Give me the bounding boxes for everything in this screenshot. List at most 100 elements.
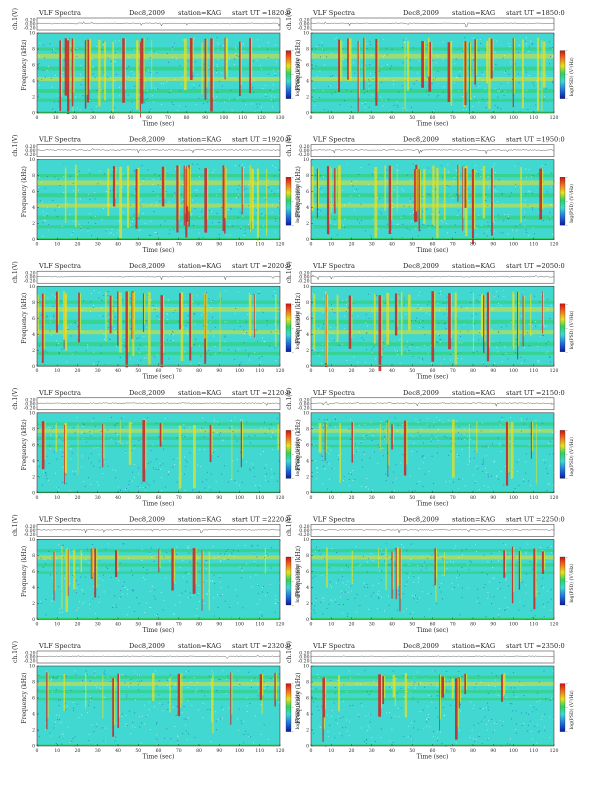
- spectrogram-frame: [36, 32, 281, 114]
- panel-station: station=KAG: [178, 9, 221, 17]
- frequency-tick-label: 2: [306, 601, 309, 607]
- colorbar-tick-label: -: [292, 326, 294, 331]
- time-tick-label: 80: [470, 621, 476, 627]
- colorbar: [559, 303, 566, 352]
- colorbar-tick-label: -: [566, 730, 568, 735]
- panel-title: VLF Spectra: [312, 642, 355, 650]
- frequency-tick-label: 6: [306, 189, 309, 195]
- frequency-tick-label: 0: [32, 111, 35, 117]
- frequency-tick-label: 4: [306, 205, 309, 211]
- time-tick-label: 30: [369, 495, 375, 501]
- amplitude-tick-label: -0.20: [298, 26, 310, 32]
- frequency-tick-label: 4: [32, 79, 35, 85]
- panel-start-ut: start UT =2050:0: [506, 262, 565, 270]
- colorbar-tick-label: -: [566, 706, 568, 711]
- amplitude-trace: [36, 529, 281, 534]
- frequency-tick-label: 0: [32, 744, 35, 750]
- time-tick-label: 120: [550, 621, 559, 627]
- amplitude-frame: [310, 270, 555, 284]
- colorbar-tick-label: -: [292, 429, 294, 434]
- amplitude-trace: [36, 654, 281, 659]
- frequency-tick-label: 10: [303, 664, 309, 670]
- amplitude-tick-label: 0.00: [299, 655, 309, 661]
- vlf-panel-6: VLF Spectra Dec8,2009 station=KAG start UT …: [12, 388, 301, 507]
- amplitude-tick-label: 0.00: [25, 275, 35, 281]
- time-tick-label: 0: [36, 368, 39, 374]
- frequency-tick-label: 6: [306, 569, 309, 575]
- frequency-tick-label: 6: [32, 696, 35, 702]
- frequency-tick-label: 2: [32, 601, 35, 607]
- time-tick-label: 60: [430, 115, 436, 121]
- amplitude-axis-label: ch.1(V): [286, 261, 293, 283]
- colorbar: [559, 177, 566, 226]
- time-tick-label: 0: [310, 115, 313, 121]
- vlf-panel-9: VLF Spectra Dec8,2009 station=KAG start UT …: [286, 514, 575, 633]
- amplitude-tick-label: -0.20: [24, 659, 36, 665]
- frequency-tick-label: 6: [32, 63, 35, 69]
- frequency-axis-label: Frequency (kHz): [21, 40, 28, 91]
- vlf-panel-4: VLF Spectra Dec8,2009 station=KAG start UT …: [12, 261, 301, 380]
- colorbar-tick-label: -: [566, 682, 568, 687]
- amplitude-tick-label: 0.00: [25, 528, 35, 534]
- panel-station: station=KAG: [178, 136, 221, 144]
- frequency-tick-label: 6: [32, 569, 35, 575]
- frequency-tick-label: 2: [32, 221, 35, 227]
- colorbar-tick-label: -: [292, 453, 294, 458]
- colorbar-tick-label: -: [292, 224, 294, 229]
- colorbar-label: log(PSD) (V²/Hz): [294, 57, 301, 96]
- amplitude-trace: [37, 275, 281, 281]
- spectrogram: [37, 286, 281, 368]
- time-tick-label: 110: [255, 621, 264, 627]
- frequency-tick-label: 4: [32, 205, 35, 211]
- panel-date: Dec8,2009: [129, 389, 165, 397]
- spectrogram: [37, 539, 281, 621]
- panel-station: station=KAG: [178, 515, 221, 523]
- time-tick-label: 80: [470, 495, 476, 501]
- frequency-axis-label: Frequency (kHz): [295, 40, 302, 91]
- time-tick-label: 60: [156, 495, 162, 501]
- amplitude-tick-label: 0.00: [25, 148, 35, 154]
- time-tick-label: 110: [529, 242, 538, 248]
- time-tick-label: 100: [509, 242, 518, 248]
- amplitude-tick-label: -0.20: [24, 279, 36, 285]
- amplitude-frame: [36, 524, 281, 537]
- panel-date: Dec8,2009: [403, 515, 439, 523]
- colorbar-tick-label: -: [566, 224, 568, 229]
- spectrogram: [311, 33, 555, 115]
- panel-title: VLF Spectra: [38, 642, 81, 650]
- panel-station: station=KAG: [178, 262, 221, 270]
- frequency-tick-label: 10: [29, 31, 35, 37]
- amplitude-trace: [36, 148, 281, 154]
- time-tick-label: 110: [529, 368, 538, 374]
- amplitude-frame: [36, 270, 281, 284]
- time-tick-label: 50: [135, 748, 141, 754]
- time-tick-label: 20: [75, 621, 81, 627]
- amplitude-frame: [310, 144, 555, 157]
- panel-start-ut: start UT =1850:0: [506, 9, 565, 17]
- time-tick-label: 120: [276, 242, 285, 248]
- time-tick-label: 100: [235, 495, 244, 501]
- frequency-tick-label: 8: [306, 173, 309, 179]
- frequency-tick-label: 10: [303, 537, 309, 543]
- amplitude-trace: [310, 21, 555, 28]
- frequency-axis-label: Frequency (kHz): [295, 166, 302, 217]
- time-axis-label: Time (sec): [417, 374, 449, 381]
- frequency-tick-label: 4: [306, 79, 309, 85]
- time-tick-label: 80: [470, 748, 476, 754]
- frequency-tick-label: 6: [32, 189, 35, 195]
- frequency-tick-label: 0: [306, 617, 309, 623]
- panel-title: VLF Spectra: [312, 136, 355, 144]
- frequency-tick-label: 2: [32, 728, 35, 734]
- time-tick-label: 100: [509, 368, 518, 374]
- amplitude-frame: [310, 17, 555, 31]
- panel-date: Dec8,2009: [129, 262, 165, 270]
- colorbar-tick-label: -: [292, 682, 294, 687]
- time-tick-label: 120: [276, 495, 285, 501]
- time-tick-label: 80: [184, 115, 190, 121]
- panel-title: VLF Spectra: [312, 389, 355, 397]
- time-tick-label: 20: [75, 242, 81, 248]
- colorbar: [285, 177, 292, 226]
- amplitude-axis-label: ch.1(V): [286, 135, 293, 157]
- time-tick-label: 80: [196, 621, 202, 627]
- colorbar-label: log(PSD) (V²/Hz): [568, 310, 575, 349]
